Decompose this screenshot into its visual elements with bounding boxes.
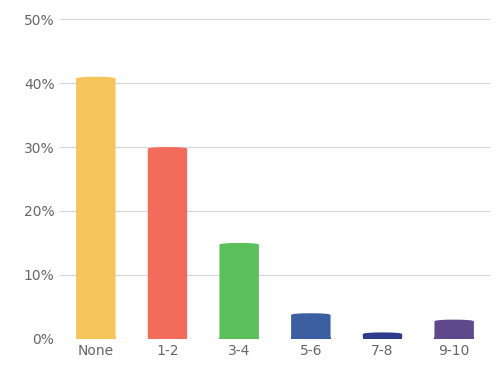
FancyBboxPatch shape: [291, 313, 331, 339]
FancyBboxPatch shape: [220, 243, 259, 339]
FancyBboxPatch shape: [363, 332, 402, 339]
Bar: [148, 337, 187, 339]
FancyBboxPatch shape: [434, 320, 474, 339]
FancyBboxPatch shape: [76, 77, 116, 339]
Bar: [434, 337, 474, 339]
Bar: [220, 337, 259, 339]
Bar: [76, 337, 116, 339]
Bar: [291, 337, 331, 339]
Bar: [363, 337, 402, 339]
FancyBboxPatch shape: [148, 147, 187, 339]
